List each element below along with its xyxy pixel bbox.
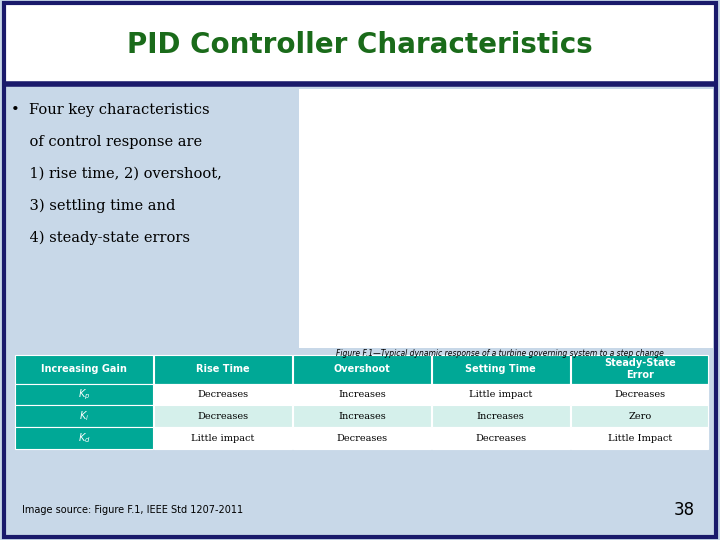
Text: $K_d$: $K_d$ [78,431,90,446]
Text: •  Four key characteristics: • Four key characteristics [11,103,210,117]
Text: Decreases: Decreases [197,412,248,421]
Text: Increases: Increases [338,390,386,399]
Text: A: A [650,47,662,62]
Text: Little impact: Little impact [469,390,533,399]
Text: $t_p$: $t_p$ [349,291,358,303]
Text: Increases: Increases [477,412,525,421]
Text: Little impact: Little impact [191,434,255,443]
Text: Setting Time: Setting Time [465,364,536,374]
Text: 3) settling time and: 3) settling time and [11,199,175,213]
Text: $t_s$: $t_s$ [418,302,426,315]
Text: Decreases: Decreases [475,434,526,443]
Text: Figure F.1—Typical dynamic response of a turbine governing system to a step chan: Figure F.1—Typical dynamic response of a… [336,349,665,359]
Text: Decreases: Decreases [614,390,665,399]
Text: Specified
Band for
Settling
Time: Specified Band for Settling Time [595,146,626,173]
Text: 38: 38 [674,501,695,519]
Text: Decreases: Decreases [336,434,387,443]
Text: Initial Value: Initial Value [385,247,439,260]
Text: Output: Output [314,180,323,209]
Text: Overshoot: Overshoot [333,364,390,374]
Text: $K_p$: $K_p$ [78,387,90,402]
Text: $t_d$: $t_d$ [336,267,345,279]
Text: Increases: Increases [338,412,386,421]
Text: Rise Time: Rise Time [196,364,250,374]
Text: $t_r$: $t_r$ [353,187,361,200]
Text: 1) rise time, 2) overshoot,: 1) rise time, 2) overshoot, [11,167,222,181]
Text: Steady-State
Error: Steady-State Error [604,359,675,380]
Text: d: d [379,190,385,199]
Text: of control response are: of control response are [11,134,202,149]
Text: Little Impact: Little Impact [608,434,672,443]
Text: Zero: Zero [628,412,652,421]
Text: $K_i$: $K_i$ [78,409,89,423]
Text: 4) steady-state errors: 4) steady-state errors [11,231,190,245]
Text: Overshoot: Overshoot [378,102,438,116]
Text: Decreases: Decreases [197,390,248,399]
Text: Time: Time [590,273,610,282]
Text: PID Controller Characteristics: PID Controller Characteristics [127,31,593,59]
Text: a - Steady-state value
b - 90% of steady-state value
c - 10% of steady-state val: a - Steady-state value b - 90% of steady… [307,312,413,339]
Text: c: c [317,228,322,238]
Text: Increasing Gain: Increasing Gain [41,364,127,374]
Text: b: b [316,158,322,167]
Text: T: T [662,73,671,86]
Text: M: M [670,47,685,62]
Text: t₀ - Delay time
tₚ - Time to reach peak value
tₛ - Settling time
tᵣ - Rise time: t₀ - Delay time tₚ - Time to reach peak … [514,312,618,339]
Text: Image source: Figure F.1, IEEE Std 1207-2011: Image source: Figure F.1, IEEE Std 1207-… [22,505,243,515]
Text: a: a [316,149,322,158]
